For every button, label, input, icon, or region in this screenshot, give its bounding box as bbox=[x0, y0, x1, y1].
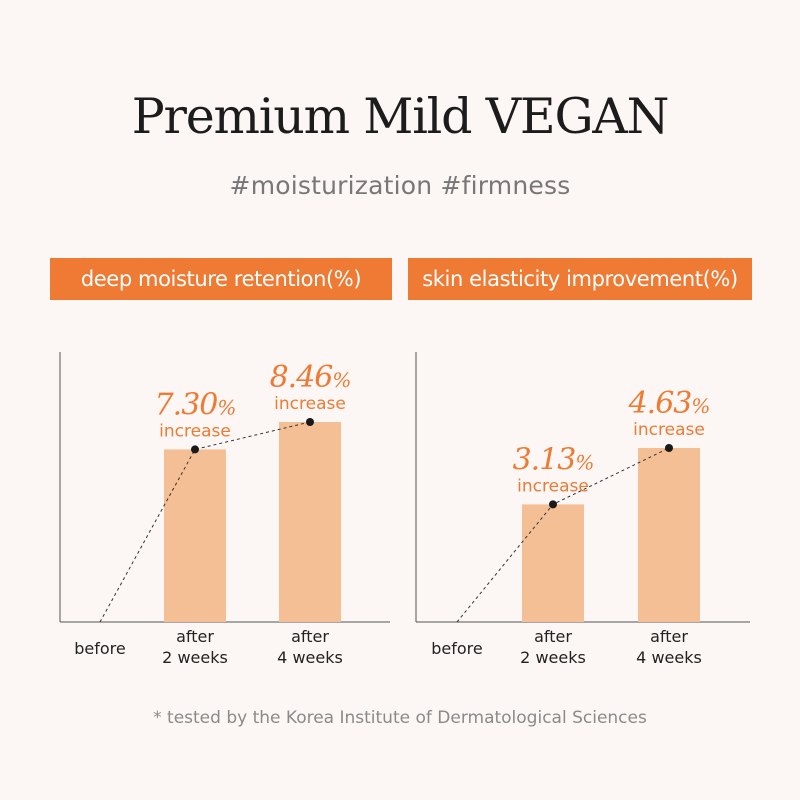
data-label-caption: increase bbox=[274, 394, 346, 414]
data-label-value: 4.63% bbox=[628, 386, 710, 421]
trend-point bbox=[549, 500, 557, 509]
trend-point bbox=[306, 418, 314, 426]
data-label-caption: increase bbox=[159, 421, 231, 441]
x-tick-label: after 4 weeks bbox=[636, 627, 702, 667]
x-tick-label: after 2 weeks bbox=[162, 627, 228, 667]
data-label-caption: increase bbox=[633, 420, 705, 440]
footnote: * tested by the Korea Institute of Derma… bbox=[153, 708, 647, 728]
bar bbox=[279, 422, 341, 622]
chart-2-title: skin elasticity improvement(%) bbox=[408, 258, 752, 300]
hashtag-subtitle: #moisturization #firmness bbox=[229, 171, 571, 200]
trend-point bbox=[665, 444, 673, 452]
bar bbox=[638, 448, 700, 622]
chart-1-title: deep moisture retention(%) bbox=[50, 258, 392, 300]
data-label-value: 3.13% bbox=[513, 442, 594, 477]
x-tick-label: after 2 weeks bbox=[520, 627, 586, 667]
bar bbox=[164, 449, 226, 622]
x-tick-label: after 4 weeks bbox=[277, 627, 343, 667]
data-label-value: 7.30% bbox=[155, 387, 236, 422]
data-label-caption: increase bbox=[517, 476, 589, 496]
page-title: Premium Mild VEGAN bbox=[131, 88, 670, 145]
x-tick-label: before bbox=[74, 639, 126, 658]
bar bbox=[522, 504, 584, 622]
trend-point bbox=[191, 445, 199, 454]
x-tick-label: before bbox=[431, 639, 483, 658]
data-label-value: 8.46% bbox=[270, 360, 351, 395]
